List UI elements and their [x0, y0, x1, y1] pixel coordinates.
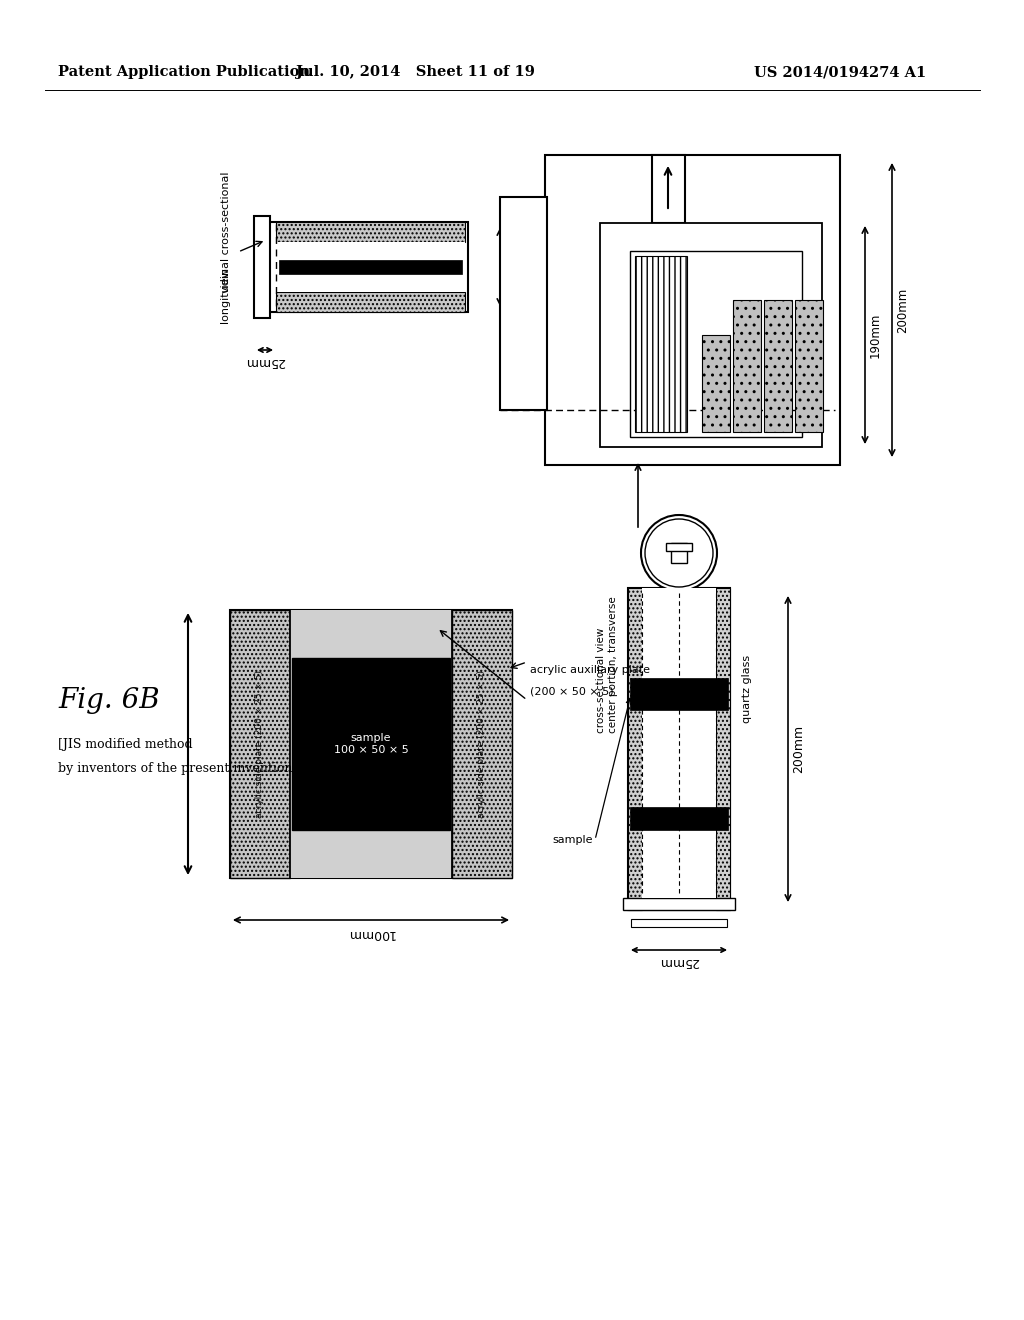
Text: longitudinal cross-sectional: longitudinal cross-sectional — [221, 172, 231, 325]
Text: US 2014/0194274 A1: US 2014/0194274 A1 — [754, 65, 926, 79]
Bar — [279, 260, 462, 275]
Text: center portion, transverse: center portion, transverse — [608, 597, 618, 733]
Text: 190mm: 190mm — [869, 313, 882, 358]
Text: Patent Application Publication: Patent Application Publication — [58, 65, 310, 79]
Text: Jul. 10, 2014   Sheet 11 of 19: Jul. 10, 2014 Sheet 11 of 19 — [296, 65, 535, 79]
Bar — [635, 256, 687, 432]
Bar — [630, 807, 728, 829]
Bar — [600, 223, 822, 447]
Bar — [230, 610, 512, 878]
Text: sample: sample — [553, 836, 593, 845]
Bar — [630, 251, 802, 437]
Text: 100mm: 100mm — [347, 927, 395, 940]
Bar — [290, 610, 452, 878]
Bar — [276, 292, 465, 312]
Bar — [452, 610, 512, 878]
Bar — [268, 222, 468, 312]
Text: by inventors of the present invention]: by inventors of the present invention] — [58, 762, 297, 775]
Text: cross-sectional view: cross-sectional view — [596, 627, 606, 733]
Text: [JIS modified method: [JIS modified method — [58, 738, 193, 751]
Text: quartz glass: quartz glass — [742, 655, 752, 723]
Bar — [276, 222, 465, 242]
Bar — [642, 587, 716, 898]
Bar — [292, 657, 450, 830]
Bar — [276, 242, 465, 292]
Text: (200 × 50 × 5): (200 × 50 × 5) — [530, 686, 613, 697]
Bar — [628, 587, 730, 909]
Bar — [764, 300, 792, 432]
Bar — [500, 197, 547, 411]
Text: 200mm: 200mm — [792, 725, 805, 774]
Text: acrylic side plate (200 × 25 × 5): acrylic side plate (200 × 25 × 5) — [256, 671, 264, 818]
Bar — [795, 300, 823, 432]
Bar — [254, 216, 270, 318]
Bar — [652, 154, 685, 223]
Bar — [545, 154, 840, 465]
Bar — [230, 610, 290, 878]
Bar — [666, 543, 692, 550]
Ellipse shape — [645, 519, 713, 587]
Text: 200mm: 200mm — [896, 288, 909, 333]
Text: 100mm: 100mm — [505, 243, 518, 292]
Text: acrylic side plate (200 × 25 × 5): acrylic side plate (200 × 25 × 5) — [477, 671, 486, 818]
Bar — [630, 678, 728, 710]
Text: sample
100 × 50 × 5: sample 100 × 50 × 5 — [334, 733, 409, 755]
Text: Fig. 6B: Fig. 6B — [58, 686, 160, 714]
Bar — [631, 919, 727, 927]
Bar — [716, 587, 730, 909]
Text: view: view — [221, 267, 231, 293]
Ellipse shape — [641, 515, 717, 591]
Text: 25mm: 25mm — [658, 954, 699, 968]
Bar — [733, 300, 761, 432]
Bar — [623, 898, 735, 909]
Bar — [671, 543, 687, 564]
Text: 25mm: 25mm — [245, 355, 285, 368]
Text: acrylic auxiliary plate: acrylic auxiliary plate — [530, 665, 650, 675]
Bar — [628, 587, 642, 909]
Bar — [702, 335, 730, 432]
